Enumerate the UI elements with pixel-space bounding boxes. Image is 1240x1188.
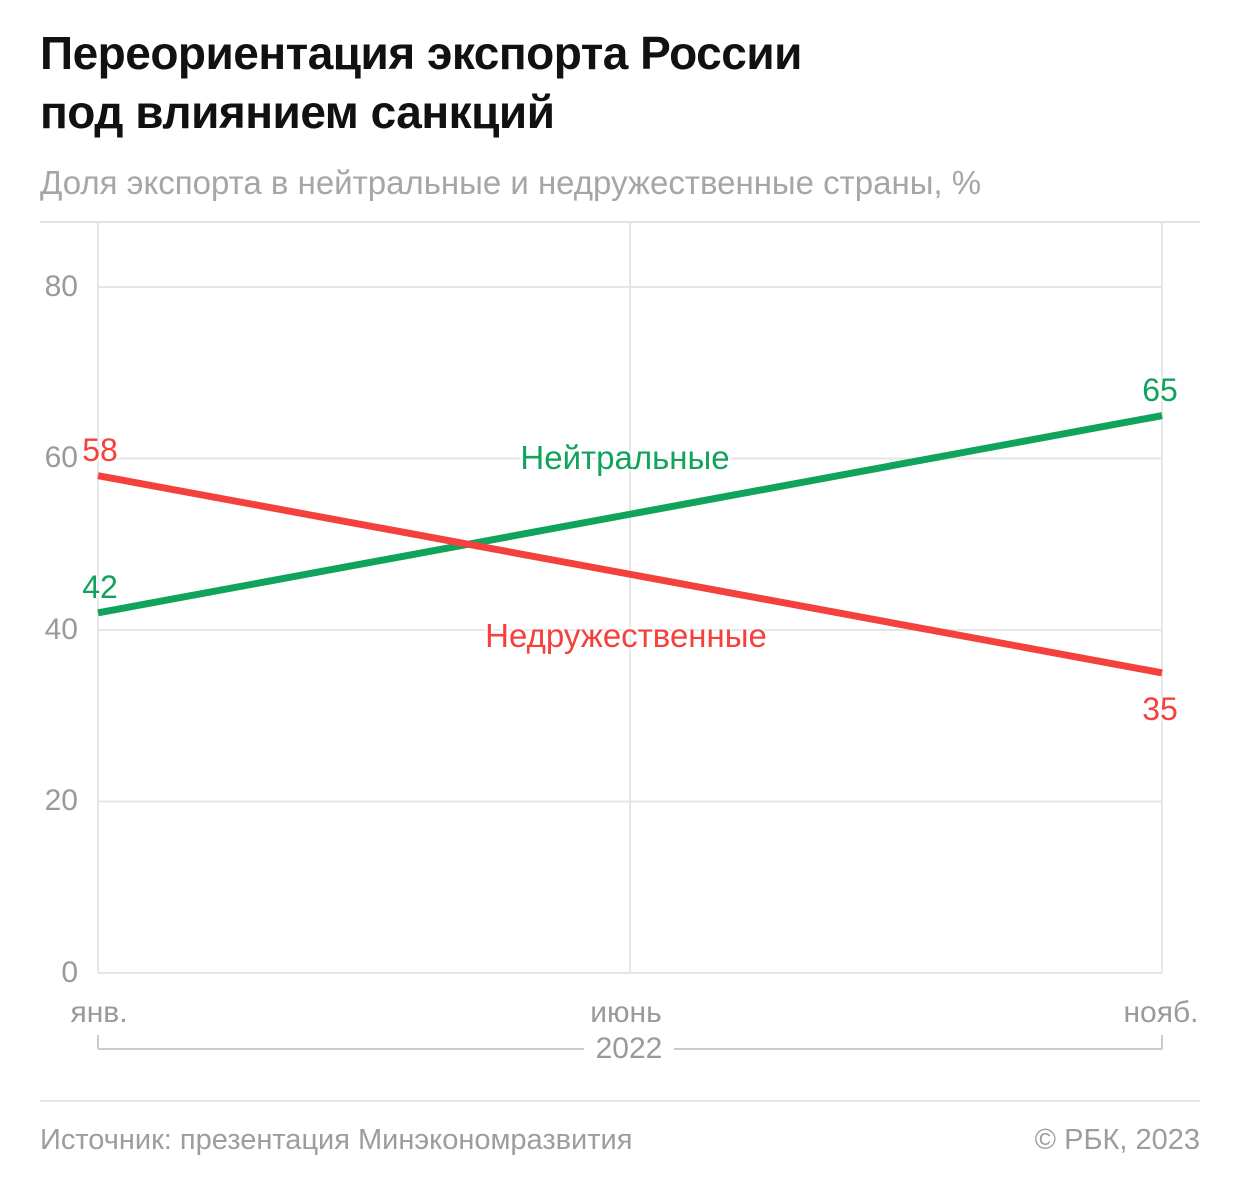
horizontal-gridlines xyxy=(98,286,1162,974)
y-tick-20: 20 xyxy=(44,784,78,817)
series-label-neutral: Нейтральные xyxy=(520,439,730,476)
series-label-unfriendly: Недружественные xyxy=(485,617,767,654)
x-tick-november: нояб. xyxy=(1123,996,1199,1029)
copyright-note: © РБК, 2023 xyxy=(1034,1124,1200,1156)
y-tick-60: 60 xyxy=(44,441,78,474)
y-tick-40: 40 xyxy=(44,613,78,646)
vertical-gridlines xyxy=(97,222,1163,973)
series-line-neutral xyxy=(97,412,1163,617)
page-title: Переориентация экспорта России под влияни… xyxy=(40,24,802,142)
footer-divider xyxy=(40,1100,1200,1102)
value-label-unfriendly-start: 58 xyxy=(82,431,118,468)
y-tick-0: 0 xyxy=(61,956,78,989)
x-tick-june: июнь xyxy=(590,996,662,1029)
source-note: Источник: презентация Минэкономразвития xyxy=(40,1124,633,1156)
y-tick-80: 80 xyxy=(44,270,78,303)
chart-subtitle: Доля экспорта в нейтральные и недружеств… xyxy=(40,164,982,201)
x-axis-year-bracket xyxy=(97,1035,1163,1050)
series-line-unfriendly xyxy=(97,472,1163,677)
value-label-neutral-start: 42 xyxy=(82,568,118,605)
x-axis-year-label: 2022 xyxy=(595,1032,663,1065)
value-label-neutral-end: 65 xyxy=(1142,371,1178,408)
page-title-line1: Переориентация экспорта России xyxy=(40,27,802,79)
x-tick-january: янв. xyxy=(70,996,128,1029)
value-label-unfriendly-end: 35 xyxy=(1142,690,1178,727)
page-title-line2: под влиянием санкций xyxy=(40,86,555,138)
